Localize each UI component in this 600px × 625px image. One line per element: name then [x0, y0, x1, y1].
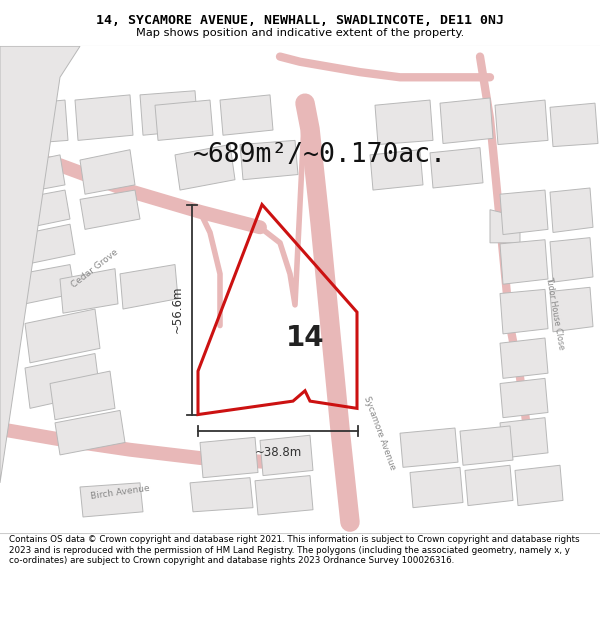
Polygon shape — [140, 91, 198, 135]
Polygon shape — [500, 378, 548, 418]
Text: Contains OS data © Crown copyright and database right 2021. This information is : Contains OS data © Crown copyright and d… — [9, 535, 580, 565]
Polygon shape — [10, 155, 65, 194]
Polygon shape — [400, 428, 458, 468]
Polygon shape — [495, 100, 548, 144]
Polygon shape — [60, 269, 118, 313]
Text: Cedar Grove: Cedar Grove — [70, 248, 120, 290]
Polygon shape — [465, 465, 513, 506]
Polygon shape — [20, 264, 75, 304]
Polygon shape — [50, 371, 115, 420]
Polygon shape — [80, 150, 135, 194]
Polygon shape — [550, 238, 593, 282]
Polygon shape — [15, 190, 70, 229]
Polygon shape — [550, 288, 593, 332]
Polygon shape — [240, 141, 298, 180]
Text: Birch Avenue: Birch Avenue — [90, 484, 150, 501]
Polygon shape — [500, 338, 548, 378]
Text: ~689m²/~0.170ac.: ~689m²/~0.170ac. — [193, 142, 447, 168]
Text: ~38.8m: ~38.8m — [254, 446, 302, 459]
Polygon shape — [190, 478, 253, 512]
Polygon shape — [460, 426, 513, 465]
Polygon shape — [55, 411, 125, 455]
Polygon shape — [120, 264, 178, 309]
Polygon shape — [375, 100, 433, 144]
Text: Map shows position and indicative extent of the property.: Map shows position and indicative extent… — [136, 28, 464, 38]
Polygon shape — [260, 435, 313, 476]
Text: 14: 14 — [286, 324, 325, 352]
Polygon shape — [550, 103, 598, 147]
Polygon shape — [515, 465, 563, 506]
Text: ~56.6m: ~56.6m — [170, 286, 184, 333]
Polygon shape — [500, 289, 548, 334]
Polygon shape — [80, 483, 143, 517]
Polygon shape — [500, 418, 548, 458]
Polygon shape — [10, 100, 68, 144]
Polygon shape — [25, 309, 100, 363]
Polygon shape — [410, 468, 463, 508]
Polygon shape — [440, 98, 493, 144]
Text: 14, SYCAMORE AVENUE, NEWHALL, SWADLINCOTE, DE11 0NJ: 14, SYCAMORE AVENUE, NEWHALL, SWADLINCOT… — [96, 14, 504, 27]
Polygon shape — [155, 100, 213, 141]
Polygon shape — [200, 438, 258, 478]
Polygon shape — [550, 188, 593, 232]
Polygon shape — [80, 190, 140, 229]
Polygon shape — [75, 95, 133, 141]
Polygon shape — [430, 148, 483, 188]
Polygon shape — [220, 95, 273, 135]
Polygon shape — [175, 144, 235, 190]
Polygon shape — [0, 46, 80, 483]
Polygon shape — [370, 150, 423, 190]
Text: Tudor House Close: Tudor House Close — [544, 276, 566, 351]
Polygon shape — [255, 476, 313, 515]
Polygon shape — [500, 190, 548, 234]
Polygon shape — [490, 210, 520, 243]
Polygon shape — [25, 354, 100, 408]
Text: Sycamore Avenue: Sycamore Avenue — [362, 395, 398, 471]
Polygon shape — [500, 240, 548, 284]
Polygon shape — [20, 224, 75, 264]
